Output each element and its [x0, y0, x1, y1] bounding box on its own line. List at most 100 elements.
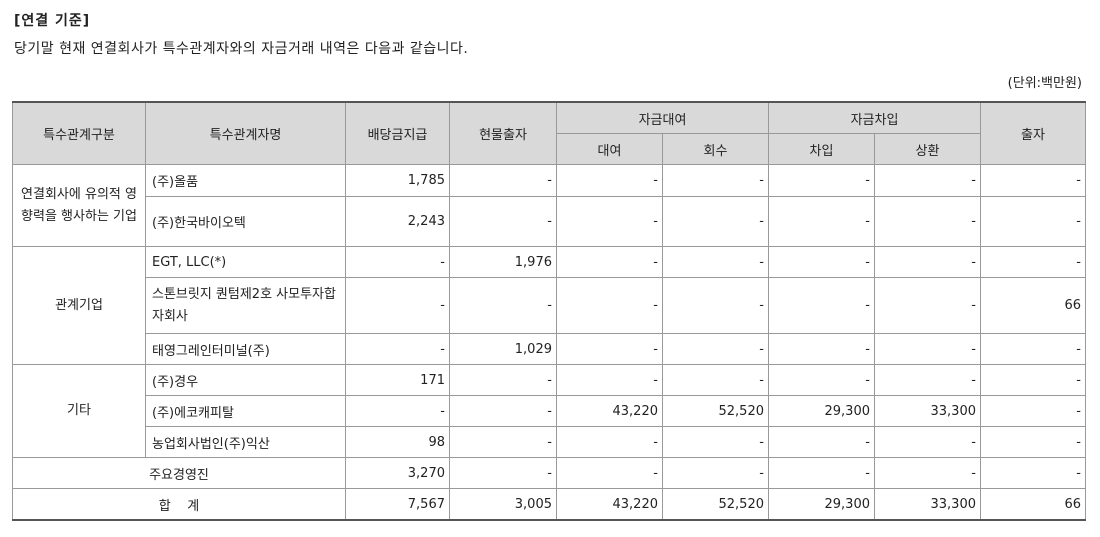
value-cell: -	[556, 426, 663, 458]
total-row: 합 계 7,567 3,005 43,220 52,520 29,300 33,300 66	[12, 488, 1086, 521]
value-cell: -	[345, 333, 450, 365]
table-row: (주)에코캐피탈 - -43,220 52,520 29,300 33,300-	[13, 395, 1086, 427]
value-cell: -	[449, 426, 557, 458]
value-cell: 1,029	[449, 333, 557, 365]
category-cell: 관계기업	[12, 246, 146, 365]
value-cell: 43,220	[556, 395, 663, 427]
executives-row-label: 주요경영진	[12, 457, 346, 489]
value-cell: -	[874, 277, 981, 334]
value-cell: -	[556, 164, 663, 197]
header-party: 특수관계자명	[145, 101, 346, 165]
value-cell: -	[662, 164, 769, 197]
value-cell: -	[662, 246, 769, 278]
value-cell: -	[874, 364, 981, 396]
section-heading: [연결 기준]	[14, 13, 91, 29]
value-cell: 3,005	[449, 488, 557, 521]
value-cell: 43,220	[556, 488, 663, 521]
category-cell: 연결회사에 유의적 영향력을 행사하는 기업	[12, 164, 146, 247]
value-cell: -	[662, 457, 769, 489]
value-cell: 66	[980, 488, 1086, 521]
value-cell: -	[874, 246, 981, 278]
header-loan-group: 자금대여	[556, 101, 769, 134]
value-cell: -	[662, 196, 769, 247]
value-cell: 33,300	[874, 488, 981, 521]
value-cell: -	[768, 164, 875, 197]
table-row: 기타 (주)경우 171- - - - - -	[12, 364, 1086, 458]
header-in-kind: 현물출자	[449, 101, 557, 165]
value-cell: 171	[345, 364, 450, 396]
value-cell: 66	[980, 277, 1086, 334]
value-cell: -	[980, 395, 1086, 427]
header-repay: 상환	[874, 133, 981, 165]
value-cell: -	[768, 426, 875, 458]
intro-text: 당기말 현재 연결회사가 특수관계자와의 자금거래 내역은 다음과 같습니다.	[14, 41, 469, 57]
value-cell: -	[449, 457, 557, 489]
table-row: 태영그레인터미널(주) -1,029- - - - -	[13, 333, 1086, 365]
party-name-cell: (주)에코캐피탈	[145, 395, 346, 427]
value-cell: -	[662, 364, 769, 396]
value-cell: -	[768, 457, 875, 489]
value-cell: -	[874, 333, 981, 365]
value-cell: -	[556, 333, 663, 365]
value-cell: -	[662, 333, 769, 365]
header-borrow-group: 자금차입	[768, 101, 981, 134]
party-name-cell: (주)한국바이오텍	[145, 196, 346, 247]
value-cell: -	[556, 457, 663, 489]
table-row: 관계기업 EGT, LLC(*) -1,976- - - - -	[12, 246, 1086, 365]
value-cell: -	[556, 246, 663, 278]
party-name-cell: 농업회사법인(주)익산	[145, 426, 346, 458]
value-cell: -	[768, 333, 875, 365]
value-cell: -	[768, 246, 875, 278]
value-cell: 2,243	[345, 196, 450, 247]
executives-row: 주요경영진 3,270- - - - - -	[12, 457, 1086, 489]
category-cell: 기타	[12, 364, 146, 458]
related-party-fund-table: 특수관계구분 특수관계자명 배당금지급 현물출자 자금대여 자금차입 출자 대여…	[12, 101, 1086, 521]
value-cell: -	[980, 196, 1086, 247]
value-cell: -	[874, 164, 981, 197]
value-cell: 3,270	[345, 457, 450, 489]
value-cell: 1,976	[449, 246, 557, 278]
value-cell: -	[449, 196, 557, 247]
value-cell: -	[662, 426, 769, 458]
value-cell: -	[980, 164, 1086, 197]
header-collect: 회수	[662, 133, 769, 165]
party-name-cell: EGT, LLC(*)	[145, 246, 346, 278]
value-cell: -	[449, 364, 557, 396]
value-cell: -	[662, 277, 769, 334]
value-cell: -	[980, 457, 1086, 489]
header-category: 특수관계구분	[12, 101, 146, 165]
header-loan: 대여	[556, 133, 663, 165]
value-cell: 52,520	[662, 395, 769, 427]
header-invest: 출자	[980, 101, 1086, 165]
value-cell: -	[345, 277, 450, 334]
value-cell: -	[768, 196, 875, 247]
party-name-cell: 태영그레인터미널(주)	[145, 333, 346, 365]
party-name-cell: (주)경우	[145, 364, 346, 396]
value-cell: 33,300	[874, 395, 981, 427]
value-cell: 98	[345, 426, 450, 458]
value-cell: 29,300	[768, 395, 875, 427]
value-cell: -	[345, 395, 450, 427]
table-row: 스톤브릿지 퀀텀제2호 사모투자합자회사 - - - - - -66	[13, 277, 1086, 334]
value-cell: -	[874, 426, 981, 458]
value-cell: -	[980, 246, 1086, 278]
value-cell: -	[874, 196, 981, 247]
value-cell: 7,567	[345, 488, 450, 521]
value-cell: -	[874, 457, 981, 489]
table-row: (주)한국바이오텍 2,243- - - - - -	[13, 196, 1086, 247]
value-cell: -	[556, 277, 663, 334]
value-cell: -	[768, 364, 875, 396]
party-name-cell: (주)올품	[145, 164, 346, 197]
value-cell: -	[980, 364, 1086, 396]
value-cell: -	[980, 333, 1086, 365]
header-borrow: 차입	[768, 133, 875, 165]
value-cell: -	[980, 426, 1086, 458]
value-cell: -	[556, 364, 663, 396]
value-cell: -	[768, 277, 875, 334]
value-cell: -	[556, 196, 663, 247]
value-cell: 29,300	[768, 488, 875, 521]
value-cell: 1,785	[345, 164, 450, 197]
value-cell: -	[449, 277, 557, 334]
header-dividend: 배당금지급	[345, 101, 450, 165]
total-row-label: 합 계	[12, 488, 346, 521]
